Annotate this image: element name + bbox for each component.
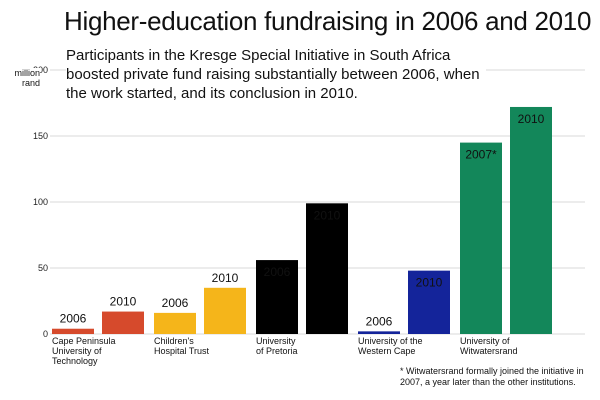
bar-year-label: 2010 — [212, 271, 239, 285]
chart-subtitle: Participants in the Kresge Special Initi… — [66, 46, 486, 103]
y-axis-ticks: 0 50 100 150 200 — [33, 65, 48, 339]
category-label: Cape Peninsula University of Technology — [52, 336, 116, 366]
bar-year-label: 2010 — [110, 295, 137, 309]
footnote: * Witwatersrand formally joined the init… — [400, 366, 584, 387]
category-label: University of Pretoria — [256, 336, 298, 356]
bar-year-label: 2006 — [60, 312, 87, 326]
bar-year-labels: 2006 2010 2006 2010 2006 2010 2006 2010 2007* 201… — [60, 112, 545, 328]
y-axis-unit-label: million rand — [4, 68, 40, 88]
bars — [52, 106, 552, 335]
category-labels: Cape Peninsula University of Technology Chi… — [52, 336, 518, 366]
bar — [408, 270, 450, 334]
category-label: Children's Hospital Trust — [154, 336, 210, 356]
bar-year-label: 2010 — [518, 112, 545, 126]
bar-year-label: 2007* — [465, 148, 497, 162]
bar-year-label: 2006 — [264, 265, 291, 279]
bar — [52, 328, 94, 334]
bar — [102, 311, 144, 334]
bar — [256, 260, 298, 334]
y-tick-label: 200 — [33, 65, 48, 75]
category-label: University of the Western Cape — [358, 336, 423, 356]
bar-year-label: 2006 — [162, 296, 189, 310]
bar — [204, 287, 246, 334]
bar — [460, 142, 502, 334]
bar — [510, 106, 552, 335]
y-tick-label: 100 — [33, 197, 48, 207]
bar — [154, 312, 196, 334]
chart-title: Higher-education fundraising in 2006 and… — [64, 6, 592, 36]
y-tick-label: 50 — [38, 263, 48, 273]
bar-year-label: 2010 — [314, 208, 341, 222]
bar — [306, 203, 348, 334]
bar-year-label: 2010 — [416, 276, 443, 290]
bar — [358, 331, 400, 334]
category-label: University of Witwatersrand — [460, 336, 518, 356]
bar-year-label: 2006 — [366, 314, 393, 328]
y-tick-label: 150 — [33, 131, 48, 141]
y-tick-label: 0 — [43, 329, 48, 339]
